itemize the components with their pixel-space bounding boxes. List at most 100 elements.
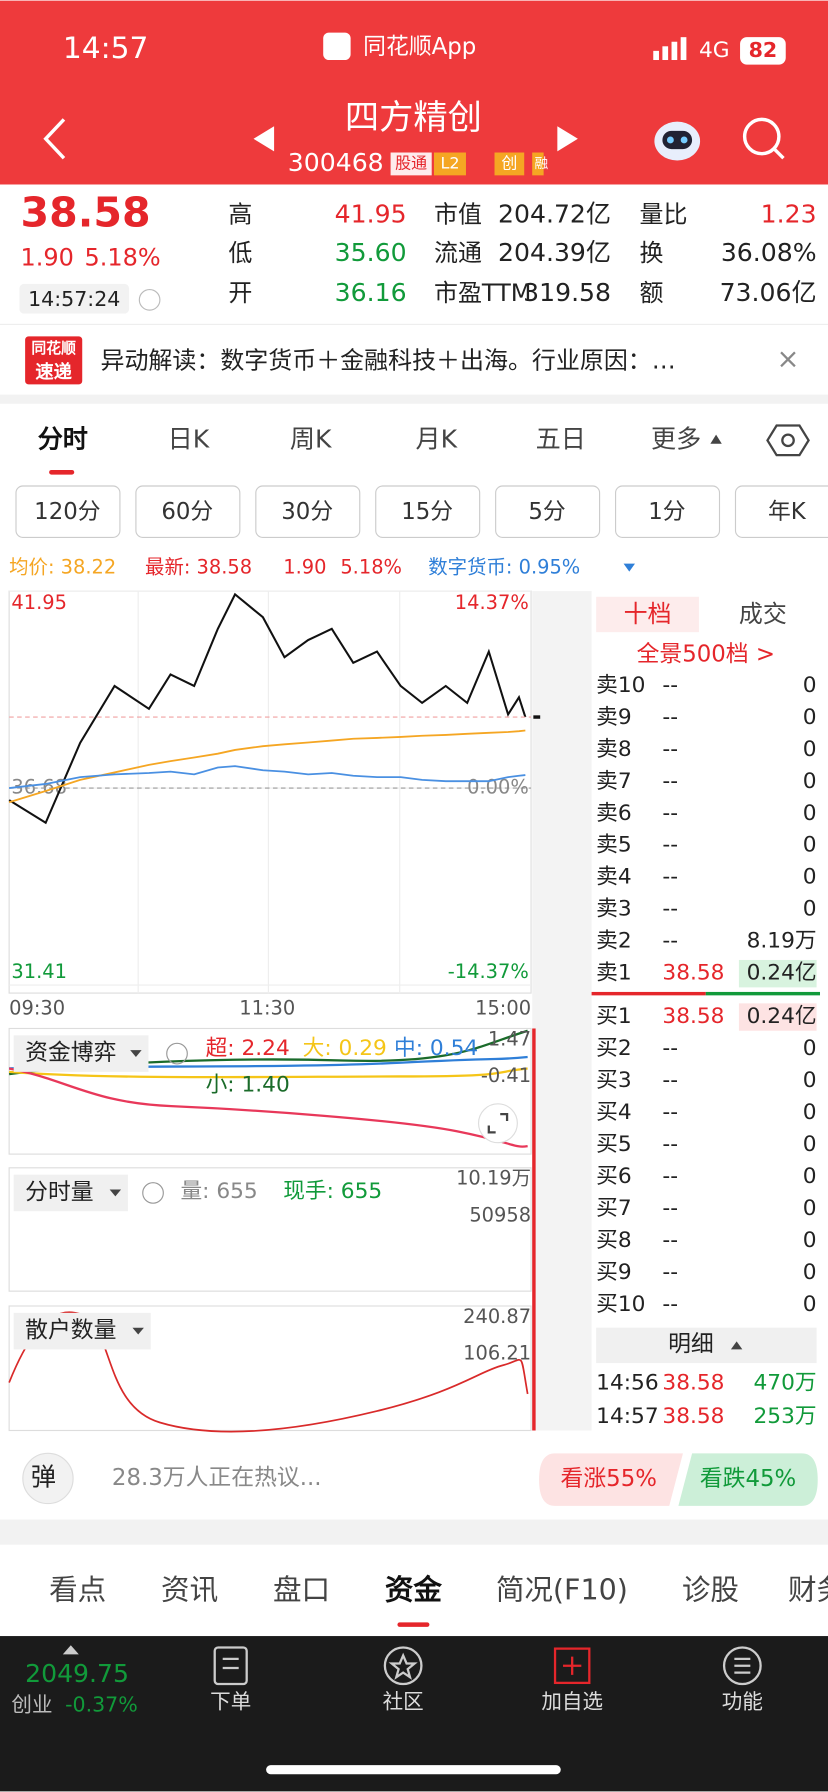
stat-label: 量比 [640, 200, 688, 228]
detail-time: 14:57 [596, 1404, 659, 1429]
section-tab[interactable]: 资金 [385, 1573, 443, 1607]
news-close[interactable]: × [777, 344, 800, 375]
book-price: -- [662, 801, 678, 826]
period-button[interactable] [255, 485, 361, 538]
section-tab[interactable]: 简况(F10) [496, 1573, 628, 1607]
chart-frame [8, 590, 532, 994]
stat-value: 36.08% [721, 238, 817, 267]
side-column [532, 591, 592, 1431]
period-button[interactable] [135, 485, 241, 538]
book-tab[interactable]: 十档 [624, 600, 672, 628]
concept[interactable]: 数字货币: 0.95% [428, 556, 580, 579]
chart-tab[interactable]: 分时 [38, 424, 88, 453]
section-tab[interactable]: 看点 [49, 1573, 106, 1607]
book-label: 买3 [596, 1068, 632, 1093]
section-tab[interactable]: 盘口 [273, 1573, 330, 1607]
book-label: 卖7 [596, 769, 632, 794]
back-button[interactable] [43, 118, 66, 160]
book-divider-red [591, 991, 706, 996]
help-icon[interactable] [166, 1042, 188, 1065]
book-price: -- [662, 705, 678, 730]
period-button[interactable] [615, 485, 721, 538]
section-tab[interactable]: 财务 [788, 1573, 828, 1607]
chart-tab[interactable]: 五日 [536, 424, 586, 453]
panel-title-bg[interactable] [13, 1174, 128, 1212]
period-button[interactable] [495, 485, 601, 538]
book-tab[interactable]: 成交 [739, 600, 787, 628]
nav-item[interactable]: 功能 [722, 1689, 763, 1713]
search-icon[interactable] [742, 117, 785, 160]
book-volume: 0 [803, 1068, 817, 1093]
book-volume: 0 [803, 673, 817, 698]
tab-bg [596, 596, 699, 633]
chart-tab[interactable]: 周K [290, 424, 332, 453]
panel-label: 量: 655 [180, 1179, 257, 1204]
latest-price: 最新: 38.58 [145, 556, 252, 579]
period-button[interactable] [15, 485, 121, 538]
danmaku-button[interactable] [22, 1452, 74, 1505]
nav-item[interactable]: 加自选 [541, 1689, 603, 1713]
detail-arrow [730, 1341, 743, 1350]
y-tick-label: 41.95 [11, 591, 67, 614]
news-text[interactable]: 异动解读：数字货币＋金融科技＋出海。行业原因：… [101, 347, 676, 375]
book-label: 卖9 [596, 705, 632, 730]
add-icon [553, 1647, 591, 1685]
index-value[interactable]: 2049.75 [25, 1659, 129, 1688]
panel-title-bg[interactable] [13, 1035, 149, 1072]
prev-stock[interactable] [253, 126, 275, 152]
discussion-text[interactable]: 28.3万人正在热议... [112, 1465, 322, 1491]
section-tab[interactable]: 资讯 [161, 1573, 218, 1607]
panel-title: 分时量 [25, 1179, 93, 1205]
panel-right-label: 1.47 [488, 1027, 531, 1050]
period-button[interactable] [734, 485, 828, 538]
book-label: 卖2 [596, 929, 632, 954]
section-underline [397, 1622, 430, 1627]
detail-title: 明细 [668, 1331, 714, 1357]
expand-button[interactable] [477, 1103, 518, 1144]
concept-dropdown[interactable] [623, 563, 635, 572]
danmaku-label: 弹 [31, 1462, 56, 1491]
chart-tab[interactable]: 月K [415, 424, 457, 453]
section-tab[interactable]: 诊股 [682, 1573, 739, 1607]
bear-button[interactable] [678, 1453, 818, 1506]
panel-right-label: -0.41 [481, 1064, 531, 1087]
y-tick-label: 36.68 [11, 776, 67, 799]
period-button[interactable] [375, 485, 481, 538]
nav-item[interactable]: 下单 [210, 1689, 251, 1713]
panel-title-bg[interactable] [13, 1312, 151, 1350]
book-volume: 0 [803, 1228, 817, 1253]
book-divider-green [705, 991, 821, 996]
settings-icon[interactable] [766, 424, 810, 457]
book-label: 买5 [596, 1132, 632, 1157]
period-label: 1分 [648, 499, 685, 525]
battery [740, 37, 786, 65]
next-stock[interactable] [557, 126, 578, 152]
robot-icon[interactable] [654, 121, 701, 161]
panel-right-label: 50958 [469, 1203, 531, 1226]
help-icon[interactable] [142, 1182, 164, 1204]
book-label: 卖6 [596, 801, 632, 826]
avg-price: 均价: 38.22 [9, 556, 116, 579]
change-percent: 5.18% [85, 244, 161, 272]
book-volume: 0 [803, 1100, 817, 1125]
news-badge [25, 336, 83, 385]
book-volume: 0 [803, 1260, 817, 1285]
panel-title: 资金博弈 [25, 1040, 116, 1066]
detail-bar[interactable] [596, 1327, 817, 1364]
tag-bg [532, 152, 544, 176]
info-icon[interactable] [138, 288, 161, 311]
book-volume: 0.24亿 [747, 961, 817, 986]
chart-tab[interactable]: 日K [168, 424, 210, 453]
x-tick-label: 11:30 [239, 997, 295, 1020]
chart-tab[interactable]: 更多 [651, 424, 701, 453]
stat-value: 36.16 [335, 278, 407, 307]
bull-label: 看涨55% [561, 1466, 657, 1492]
nav-item[interactable]: 社区 [383, 1689, 424, 1713]
stat-value: 204.72亿 [498, 199, 611, 228]
last-price-marker [533, 715, 541, 719]
panorama-link[interactable]: 全景500档 > [637, 642, 775, 668]
bull-button[interactable] [539, 1453, 683, 1506]
period-label: 60分 [161, 499, 213, 525]
book-price: -- [662, 929, 678, 954]
